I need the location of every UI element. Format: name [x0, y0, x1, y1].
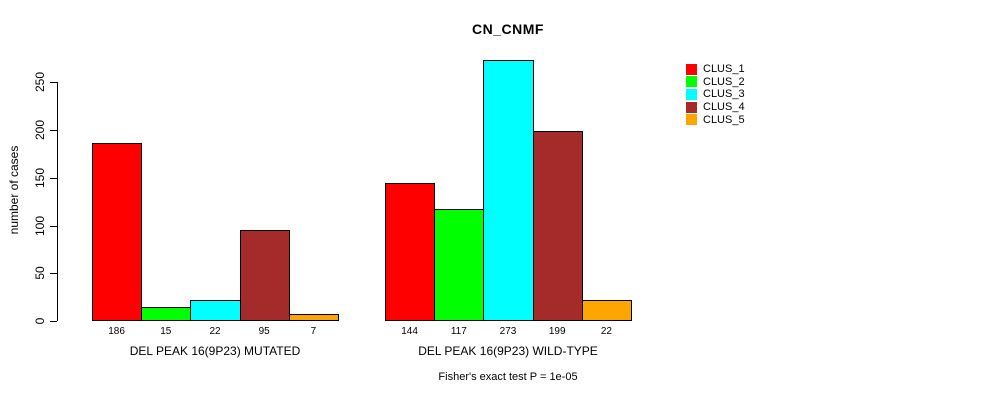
legend-color-swatch — [686, 101, 697, 113]
legend: CLUS_1 CLUS_2 CLUS_3 CLUS_4 CLUS_5 — [686, 63, 745, 126]
bar-clus_5-group2 — [581, 300, 632, 321]
bar-value-label: 273 — [499, 326, 517, 337]
bar-value-label: 144 — [401, 326, 418, 337]
bar-clus_2-group1 — [141, 307, 192, 321]
y-tick — [50, 177, 57, 179]
bar-value-label: 7 — [310, 326, 317, 337]
y-tick-label: 200 — [33, 119, 47, 141]
bar-clus_5-group1 — [288, 314, 339, 321]
legend-label: CLUS_1 — [703, 63, 745, 76]
y-tick — [50, 273, 57, 275]
y-tick-label: 150 — [33, 167, 47, 188]
y-tick-label: 100 — [33, 215, 47, 236]
chart-title: CN_CNMF — [472, 21, 544, 37]
bar-clus_4-group1 — [239, 230, 290, 321]
y-tick — [50, 130, 57, 131]
bar-clus_2-group2 — [434, 209, 485, 321]
y-tick-label: 50 — [33, 266, 47, 280]
bar-value-label: 186 — [108, 326, 125, 337]
bar-value-label: 15 — [160, 326, 172, 337]
bar-clus_3-group1 — [190, 300, 241, 321]
legend-item-clus_3: CLUS_3 — [686, 88, 745, 101]
y-axis-line — [57, 82, 58, 321]
bar-value-label: 22 — [600, 326, 612, 337]
legend-label: CLUS_4 — [703, 101, 745, 114]
legend-color-swatch — [686, 76, 697, 88]
legend-item-clus_4: CLUS_4 — [686, 101, 745, 114]
x-group-label: DEL PEAK 16(9P23) MUTATED — [129, 344, 301, 358]
y-tick-label: 250 — [33, 72, 47, 93]
x-group-label: DEL PEAK 16(9P23) WILD-TYPE — [418, 344, 598, 358]
bar-value-label: 95 — [258, 326, 270, 337]
bar-clus_1-group1 — [92, 143, 143, 321]
bar-value-label: 199 — [548, 326, 566, 337]
bar-clus_3-group2 — [483, 60, 534, 321]
legend-item-clus_5: CLUS_5 — [686, 113, 745, 126]
bar-clus_4-group2 — [532, 131, 583, 321]
y-axis-title: number of cases — [7, 145, 21, 235]
legend-label: CLUS_5 — [703, 113, 745, 126]
y-tick — [50, 82, 57, 84]
legend-label: CLUS_3 — [703, 88, 745, 101]
legend-color-swatch — [686, 114, 697, 126]
legend-label: CLUS_2 — [703, 75, 745, 88]
footnote-fisher-test: Fisher's exact test P = 1e-05 — [438, 371, 578, 383]
legend-color-swatch — [686, 63, 697, 75]
y-tick-label: 0 — [33, 317, 47, 325]
y-tick — [50, 321, 57, 322]
y-tick — [50, 225, 57, 227]
bar-value-label: 22 — [209, 326, 221, 337]
bar-clus_1-group2 — [385, 183, 436, 321]
legend-item-clus_1: CLUS_1 — [686, 63, 745, 76]
legend-color-swatch — [686, 88, 697, 100]
legend-item-clus_2: CLUS_2 — [686, 76, 745, 89]
bar-value-label: 117 — [450, 326, 467, 337]
